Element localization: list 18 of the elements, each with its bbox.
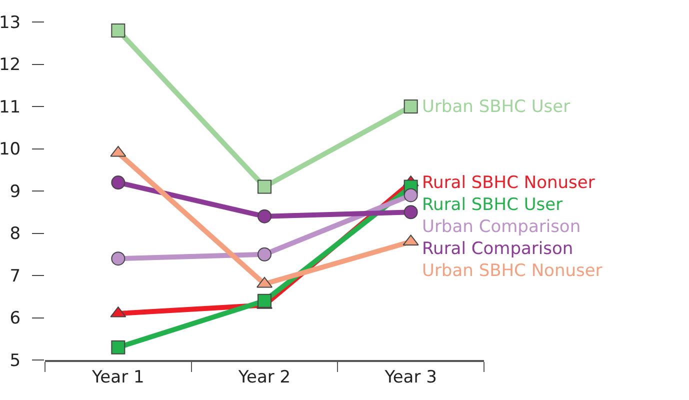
x-tick-label: Year 1 (91, 367, 144, 388)
y-tick-label: 13 (0, 12, 21, 33)
series-label: Rural SBHC User (422, 195, 563, 215)
y-tick-label: 9 (10, 182, 21, 202)
y-tick-label: 7 (10, 266, 21, 286)
y-tick-label: 10 (0, 140, 21, 160)
x-tick-label: Year 3 (384, 367, 437, 388)
y-tick-label: 12 (0, 55, 21, 76)
y-tick-label: 11 (0, 97, 21, 118)
y-tick-label: 6 (10, 308, 21, 329)
series-label: Urban SBHC Nonuser (422, 261, 602, 281)
series-label: Rural Comparison (422, 239, 574, 259)
series-label: Urban SBHC User (422, 97, 570, 117)
x-tick-label: Year 2 (237, 367, 291, 388)
series-label: Rural SBHC Nonuser (422, 173, 595, 193)
y-tick-label: 5 (10, 350, 21, 371)
y-tick-label: 8 (10, 224, 21, 244)
series-label: Urban Comparison (422, 217, 581, 237)
